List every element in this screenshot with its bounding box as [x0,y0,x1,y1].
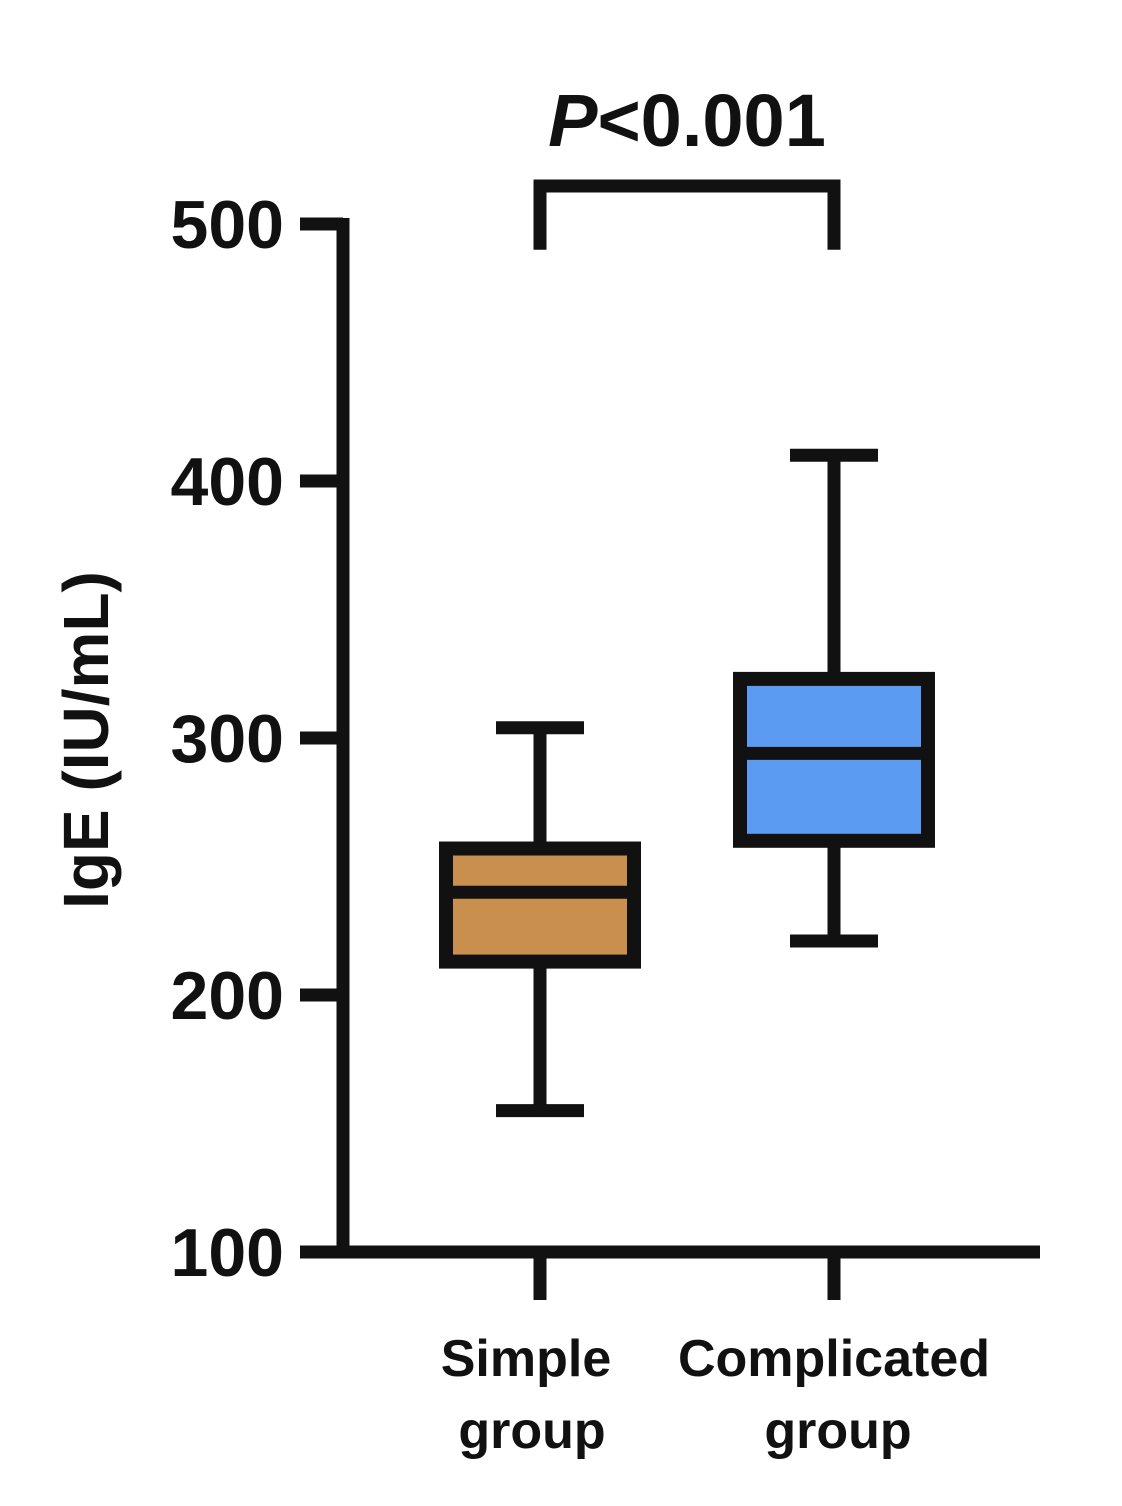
y-tick-label: 100 [171,1215,284,1291]
x-tick-label: group [458,1402,605,1460]
p-symbol: P [548,79,598,162]
p-value-text: <0.001 [597,79,825,162]
box-complicated-group [733,448,935,948]
x-tick-label: Simple [441,1330,612,1388]
iqr-box [439,841,641,969]
axes: 100 200 300 400 500 Simple group Complicated gro… [171,187,1040,1460]
x-tick-label: group [764,1402,911,1460]
p-value-label: P<0.001 [548,79,826,162]
x-tick-label: Complicated [678,1330,990,1388]
y-tick-label: 500 [171,187,284,263]
significance-bracket [533,179,841,250]
significance-annotation: P<0.001 [533,79,841,250]
y-tick-label: 300 [171,701,284,777]
y-axis-label: IgE (IU/mL) [50,571,122,909]
box-simple-group [439,721,641,1118]
y-tick-label: 400 [171,444,284,520]
boxes [439,448,935,1118]
y-tick-label: 200 [171,958,284,1034]
